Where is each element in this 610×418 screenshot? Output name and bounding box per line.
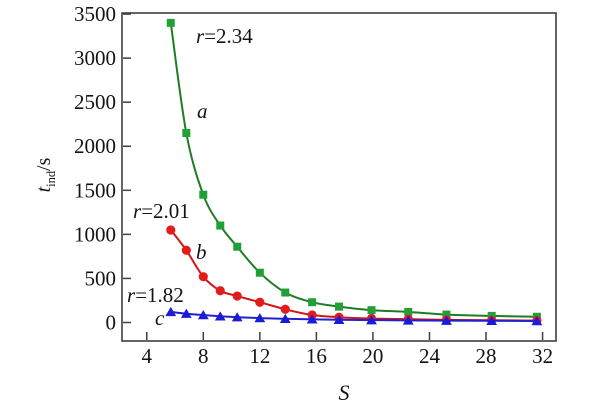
x-tick-label: 28 xyxy=(476,344,497,368)
y-tick-label: 500 xyxy=(85,266,117,290)
series-c-marker xyxy=(279,313,291,323)
y-tick-label: 1000 xyxy=(74,222,116,246)
annotation-curve-letter-b: b xyxy=(196,240,207,264)
series-b-curve xyxy=(169,228,538,322)
annotation-r-label-c: r=1.82 xyxy=(127,283,184,307)
series-a-marker xyxy=(216,221,225,230)
series-c-marker xyxy=(165,306,177,317)
series-c-marker xyxy=(197,310,209,320)
series-b-marker xyxy=(232,291,242,301)
x-tick-label: 8 xyxy=(198,344,209,368)
series-a-marker xyxy=(281,288,290,297)
series-c-marker xyxy=(214,311,226,321)
plot-frame xyxy=(121,12,557,342)
series-b-marker xyxy=(181,245,191,255)
series-b-marker xyxy=(166,225,176,235)
series-b-marker xyxy=(215,286,225,296)
series-b-marker xyxy=(255,297,265,307)
series-b-marker xyxy=(198,272,208,282)
y-tick-label: 3000 xyxy=(74,46,116,70)
series-a-marker xyxy=(166,18,175,27)
x-tick-label: 24 xyxy=(419,344,441,368)
x-tick-label: 32 xyxy=(532,344,553,368)
series-c-marker xyxy=(333,314,345,324)
series-c-marker xyxy=(486,315,498,326)
y-tick-label: 3500 xyxy=(74,2,116,26)
series-a-marker xyxy=(182,129,191,138)
y-tick-label: 2000 xyxy=(74,134,116,158)
x-tick-label: 12 xyxy=(249,344,270,368)
annotation-r-label-b: r=2.01 xyxy=(133,199,190,223)
series-c-marker xyxy=(402,315,414,325)
series-a-marker xyxy=(404,307,413,316)
series-c-marker xyxy=(180,308,192,318)
series-a-curve xyxy=(169,21,538,318)
series-c-marker xyxy=(441,315,452,325)
series-a-marker xyxy=(308,298,317,307)
series-c-marker xyxy=(306,314,318,324)
x-tick-label: 16 xyxy=(306,344,327,368)
series-a-marker xyxy=(367,306,376,315)
series-c-marker xyxy=(254,313,266,323)
y-tick-label: 2500 xyxy=(74,90,116,114)
series-a-marker xyxy=(335,302,343,311)
x-tick-label: 4 xyxy=(141,344,152,368)
series-a-marker xyxy=(199,190,208,199)
series-a-marker xyxy=(442,310,451,319)
annotation-curve-letter-a: a xyxy=(197,99,208,123)
series-c-marker xyxy=(231,312,243,322)
series-a-marker xyxy=(255,268,264,277)
series-c-marker xyxy=(531,315,543,326)
annotation-curve-letter-c: c xyxy=(155,306,165,330)
x-tick-label: 20 xyxy=(362,344,383,368)
series-c-marker xyxy=(366,315,377,325)
annotation-r-label-a: r=2.34 xyxy=(196,24,253,48)
y-tick-label: 0 xyxy=(106,310,117,334)
series-b-marker xyxy=(280,304,290,314)
series-a-marker xyxy=(233,242,242,251)
y-tick-label: 1500 xyxy=(74,178,116,202)
